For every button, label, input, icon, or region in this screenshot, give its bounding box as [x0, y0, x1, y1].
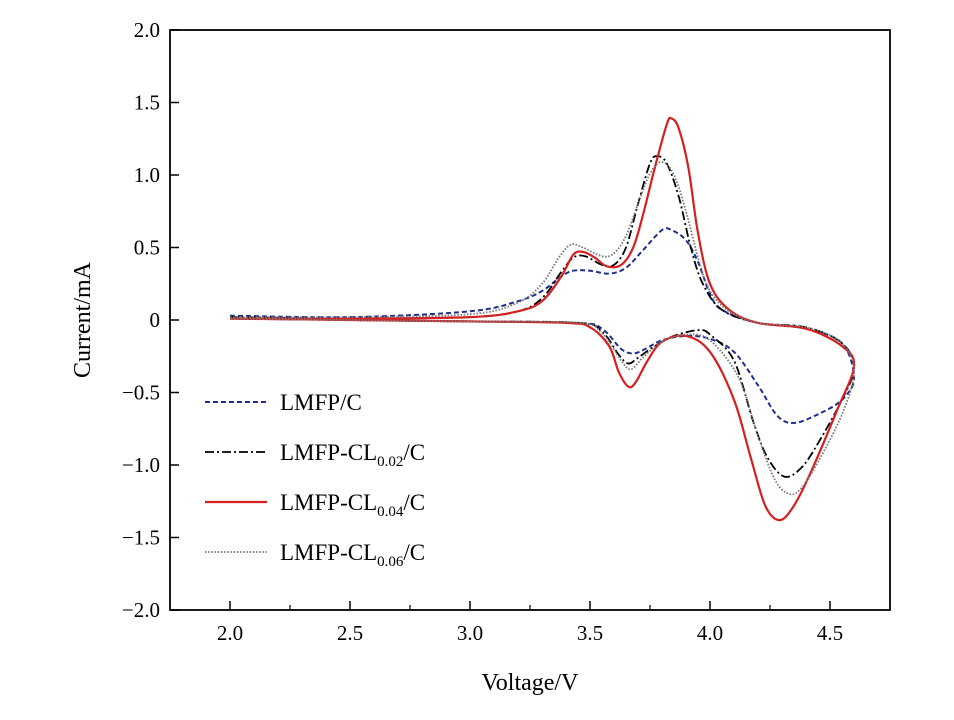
legend-label-subscript: 0.02 — [377, 454, 403, 470]
x-tick-label: 2.0 — [217, 621, 243, 645]
legend-label-tail: /C — [403, 440, 425, 465]
legend-label-main: LMFP-CL — [280, 490, 377, 515]
y-tick-label: 0.5 — [134, 236, 160, 260]
x-tick-label: 3.5 — [577, 621, 603, 645]
y-axis-label: Current/mA — [70, 261, 96, 378]
legend-label-subscript: 0.06 — [377, 554, 404, 570]
series-line-4 — [229, 161, 855, 496]
legend-label-main: LMFP/C — [280, 390, 362, 415]
x-tick-label: 4.0 — [697, 621, 723, 645]
y-tick-label: 0 — [150, 308, 161, 332]
x-tick-label: 2.5 — [337, 621, 363, 645]
legend-label-1: LMFP/C — [280, 390, 362, 415]
legend-label-3: LMFP-CL0.04/C — [280, 490, 425, 520]
tick-labels: 2.0 2.5 3.0 3.5 4.0 4.5 2.0 1.5 1.0 0.5 0 −0.5 −1.0 −… — [122, 18, 843, 645]
legend: LMFP/CLMFP-CL0.02/CLMFP-CL0.04/CLMFP-CL0… — [205, 390, 425, 570]
y-tick-label: −1.0 — [122, 453, 160, 477]
legend-label-2: LMFP-CL0.02/C — [280, 440, 425, 470]
legend-label-main: LMFP-CL — [280, 540, 377, 565]
x-axis-label: Voltage/V — [482, 670, 580, 696]
y-tick-label: 2.0 — [134, 18, 160, 42]
series-line-3 — [229, 116, 856, 522]
y-tick-label: −1.5 — [122, 526, 160, 550]
y-tick-label: −0.5 — [122, 381, 160, 405]
axis-ticks — [170, 29, 831, 611]
legend-label-main: LMFP-CL — [280, 440, 377, 465]
y-tick-label: −2.0 — [122, 598, 160, 622]
y-tick-label: 1.0 — [134, 163, 160, 187]
y-tick-label: 1.5 — [134, 91, 160, 115]
series-curves — [229, 116, 856, 522]
x-tick-label: 3.0 — [457, 621, 483, 645]
legend-label-tail: /C — [403, 540, 425, 565]
legend-label-4: LMFP-CL0.06/C — [280, 540, 425, 570]
legend-label-tail: /C — [403, 490, 425, 515]
x-tick-label: 4.5 — [817, 621, 843, 645]
legend-label-subscript: 0.04 — [377, 504, 404, 520]
